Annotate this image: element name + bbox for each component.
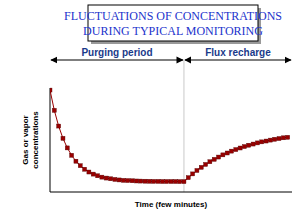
point xyxy=(281,136,285,140)
point xyxy=(173,179,177,183)
point xyxy=(61,136,65,140)
point xyxy=(251,142,255,146)
point xyxy=(221,153,225,157)
point xyxy=(113,177,117,181)
y-axis-label-line: concentrations xyxy=(31,111,40,169)
point xyxy=(178,180,182,184)
point xyxy=(100,175,104,179)
point xyxy=(50,88,52,92)
point xyxy=(126,179,130,183)
x-axis-label: Time (few minutes) xyxy=(135,200,208,209)
series-line xyxy=(50,90,288,182)
point xyxy=(273,137,277,141)
point xyxy=(247,143,251,147)
point xyxy=(169,179,173,183)
point xyxy=(130,179,134,183)
point xyxy=(78,164,82,168)
point xyxy=(195,168,199,172)
plot-area xyxy=(50,88,290,184)
point xyxy=(204,162,208,166)
point xyxy=(260,140,264,144)
point xyxy=(255,141,259,145)
point xyxy=(208,160,212,164)
point xyxy=(186,176,190,180)
point xyxy=(212,157,216,161)
point xyxy=(217,155,221,159)
point xyxy=(225,151,229,155)
point xyxy=(83,167,87,171)
y-axis-label: Gas or vaporconcentrations xyxy=(21,111,40,169)
annotation-arrow xyxy=(51,59,183,60)
point xyxy=(286,135,290,139)
point xyxy=(87,170,91,174)
point xyxy=(199,165,203,169)
point xyxy=(230,149,234,153)
title: DURING TYPICAL MONITORING xyxy=(83,24,263,38)
point xyxy=(134,179,138,183)
title: FLUCTUATIONS OF CONCENTRATIONS xyxy=(64,9,282,23)
annotation-divider xyxy=(183,60,184,192)
annotation-text: Purging period xyxy=(81,47,152,58)
point xyxy=(109,177,113,181)
point xyxy=(65,146,69,150)
point xyxy=(182,180,186,184)
point xyxy=(156,179,160,183)
point xyxy=(91,172,95,176)
chart: FLUCTUATIONS OF CONCENTRATIONSDURING TYP… xyxy=(0,0,300,216)
point xyxy=(117,178,121,182)
y-axis-label-line: Gas or vapor xyxy=(21,115,30,164)
point xyxy=(242,145,246,149)
point xyxy=(121,178,125,182)
point xyxy=(191,172,195,176)
point xyxy=(57,124,61,128)
point xyxy=(152,179,156,183)
point xyxy=(234,148,238,152)
point xyxy=(139,179,143,183)
point xyxy=(96,174,100,178)
point xyxy=(238,146,242,150)
point xyxy=(264,139,268,143)
point xyxy=(70,153,74,157)
y-axis xyxy=(50,88,51,192)
point xyxy=(52,108,56,112)
annotation-arrow xyxy=(185,59,291,60)
point xyxy=(160,179,164,183)
point xyxy=(165,179,169,183)
point xyxy=(277,137,281,141)
point xyxy=(147,179,151,183)
x-axis xyxy=(50,192,292,193)
annotation-text: Flux recharge xyxy=(205,47,271,58)
point xyxy=(104,176,108,180)
point xyxy=(74,159,78,163)
point xyxy=(268,138,272,142)
point xyxy=(143,179,147,183)
